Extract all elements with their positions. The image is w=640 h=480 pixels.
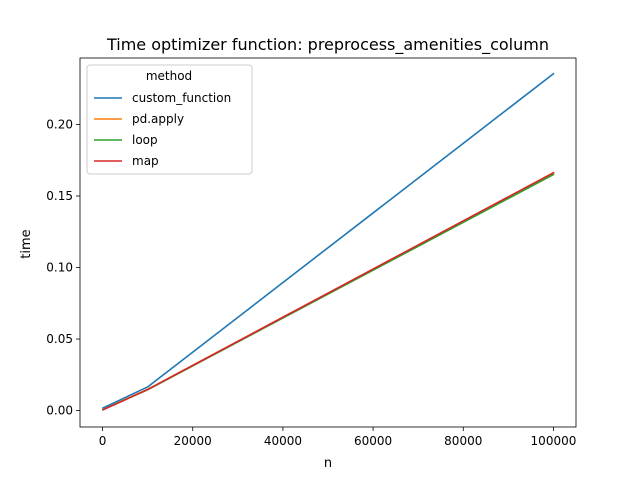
x-tick-label: 80000 xyxy=(444,434,482,448)
axes-frame xyxy=(79,57,577,428)
x-axis: 0 20000 40000 60000 80000 100000 xyxy=(99,427,577,448)
y-axis-label: time xyxy=(19,229,34,258)
legend-title: method xyxy=(146,69,192,83)
legend: method custom_function pd.apply loop map xyxy=(86,64,253,175)
y-tick-label: 0.10 xyxy=(46,261,73,275)
series-lines xyxy=(101,72,555,411)
x-tick-label: 0 xyxy=(99,434,107,448)
y-tick-label: 0.20 xyxy=(46,118,73,132)
x-tick-label: 60000 xyxy=(354,434,392,448)
plot-area xyxy=(79,57,577,428)
series-line-loop xyxy=(101,173,555,411)
x-axis-label: n xyxy=(324,456,332,471)
y-tick-label: 0.00 xyxy=(46,404,73,418)
legend-label-map: map xyxy=(132,154,159,168)
legend-label-custom-function: custom_function xyxy=(132,91,231,105)
legend-label-loop: loop xyxy=(132,133,158,147)
legend-box xyxy=(86,64,253,175)
x-tick-label: 20000 xyxy=(174,434,212,448)
y-axis: 0.00 0.05 0.10 0.15 0.20 xyxy=(46,118,80,418)
series-line-custom-function xyxy=(101,72,555,410)
legend-label-pd-apply: pd.apply xyxy=(132,112,184,126)
chart-title: Time optimizer function: preprocess_amen… xyxy=(106,35,549,55)
y-tick-label: 0.15 xyxy=(46,189,73,203)
series-line-map xyxy=(101,171,555,411)
y-tick-label: 0.05 xyxy=(46,332,73,346)
x-tick-label: 40000 xyxy=(264,434,302,448)
x-tick-label: 100000 xyxy=(531,434,577,448)
